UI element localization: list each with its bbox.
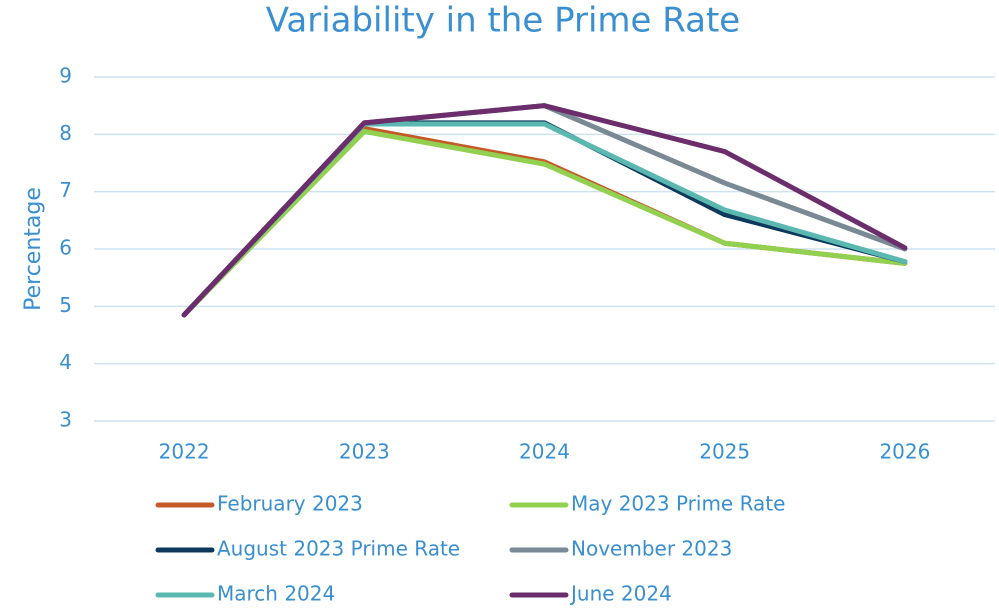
legend-label: November 2023 [571,537,732,561]
chart-title: Variability in the Prime Rate [266,1,740,41]
series-line [181,120,908,318]
x-tick-label: 2023 [339,440,390,464]
series-line [181,103,908,318]
legend-label: June 2024 [569,582,672,606]
x-tick-label: 2022 [159,440,210,464]
y-tick-label: 8 [59,121,72,145]
x-tick-label: 2025 [699,440,750,464]
x-tick-label: 2024 [519,440,570,464]
x-tick-label: 2026 [879,440,930,464]
series-line [181,103,908,318]
legend-label: March 2024 [217,582,335,606]
y-axis-label: Percentage [21,187,46,311]
legend-label: May 2023 Prime Rate [571,492,785,516]
series-line [181,128,908,318]
y-tick-label: 4 [59,350,72,374]
y-tick-label: 5 [59,293,72,317]
y-tick-label: 3 [59,408,72,432]
y-tick-label: 7 [59,178,72,202]
legend-label: February 2023 [217,492,363,516]
series-line [181,126,908,318]
series-line [181,121,908,318]
y-tick-label: 9 [59,64,72,88]
legend-label: August 2023 Prime Rate [217,537,460,561]
y-tick-label: 6 [59,236,72,260]
